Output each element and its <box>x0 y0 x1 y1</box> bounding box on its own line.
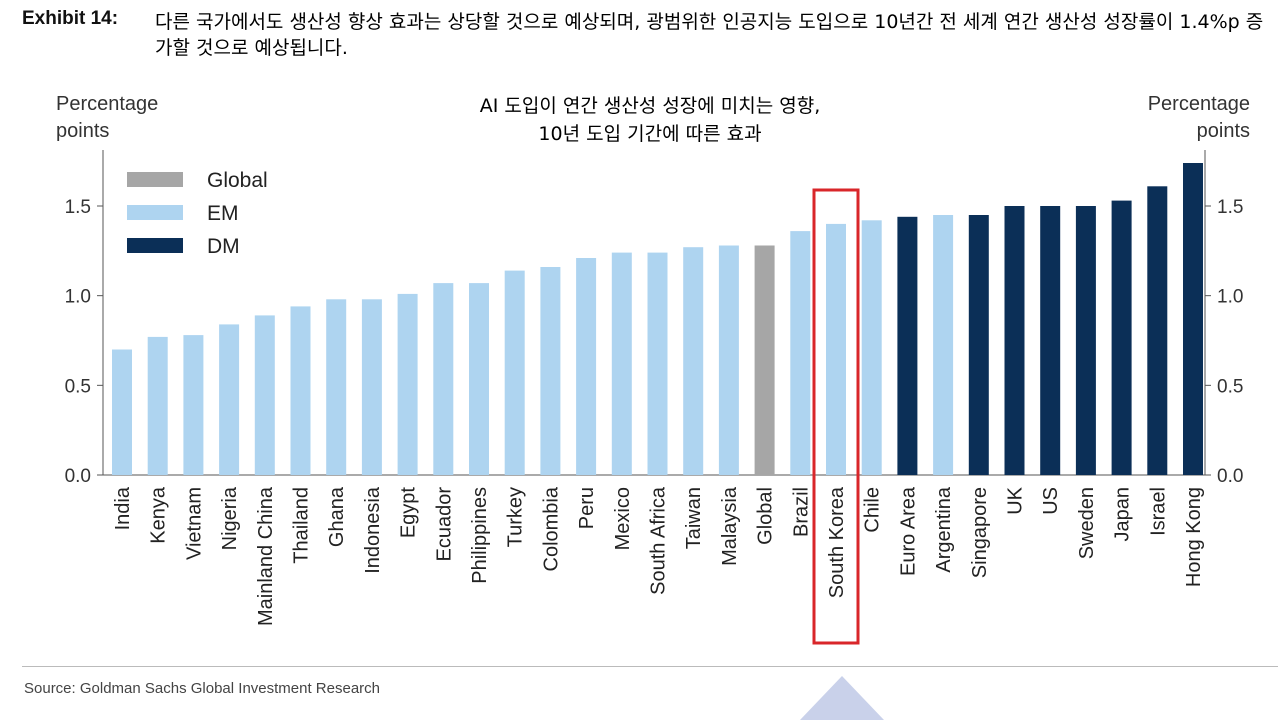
bar-south-korea <box>826 223 846 475</box>
x-tick-label: Ecuador <box>433 487 455 562</box>
x-tick-label: US <box>1040 487 1062 515</box>
legend-label-global: Global <box>207 169 268 192</box>
source-note: Source: Goldman Sachs Global Investment … <box>24 680 381 697</box>
y-axis-title-left: points <box>56 120 109 142</box>
x-tick-label: Argentina <box>933 486 955 572</box>
x-tick-label: Kenya <box>148 486 170 544</box>
bar-singapore <box>968 215 989 475</box>
bar-ghana <box>326 299 347 475</box>
chart-title: AI 도입이 연간 생산성 성장에 미치는 영향, <box>480 95 821 117</box>
x-tick-label: Ghana <box>326 486 348 547</box>
x-tick-label: Thailand <box>291 487 313 564</box>
bar-colombia <box>540 267 561 475</box>
x-tick-label: Colombia <box>540 486 562 571</box>
x-tick-label: Chile <box>862 487 884 533</box>
bar-nigeria <box>219 324 240 475</box>
y-tick-label-right: 1.0 <box>1217 287 1243 308</box>
bar-india <box>112 349 132 475</box>
x-tick-label: Peru <box>576 487 598 529</box>
bar-hong-kong <box>1183 163 1203 475</box>
headline: 다른 국가에서도 생산성 향상 효과는 상당할 것으로 예상되며, 광범위한 인… <box>155 11 1264 59</box>
x-tick-label: Malaysia <box>719 486 741 566</box>
legend-label-em: EM <box>207 202 239 225</box>
bar-argentina <box>933 215 954 475</box>
x-tick-label: Japan <box>1112 487 1134 542</box>
x-tick-label: South Korea <box>826 486 848 598</box>
bar-ecuador <box>433 283 454 475</box>
bar-turkey <box>504 270 525 475</box>
chart-title: 10년 도입 기간에 따른 효과 <box>538 123 761 145</box>
exhibit-label: Exhibit 14: <box>22 8 119 29</box>
x-tick-label: Mainland China <box>255 486 277 626</box>
bar-chile <box>861 220 882 475</box>
x-tick-label: UK <box>1005 486 1027 514</box>
bar-mainland-china <box>254 315 275 475</box>
bar-philippines <box>469 283 489 475</box>
bar-peru <box>576 258 597 475</box>
x-tick-label: Nigeria <box>219 486 241 550</box>
bar-vietnam <box>183 335 204 475</box>
bar-brazil <box>790 231 811 475</box>
x-tick-label: Vietnam <box>183 487 205 560</box>
bar-malaysia <box>718 245 739 475</box>
legend-swatch-em <box>127 205 183 220</box>
y-tick-label-right: 0.0 <box>1217 466 1243 487</box>
bar-sweden <box>1075 206 1096 475</box>
x-tick-label: Sweden <box>1076 487 1098 559</box>
x-tick-label: Egypt <box>398 487 420 539</box>
x-tick-label: Philippines <box>469 487 491 584</box>
bar-south-africa <box>647 252 668 475</box>
y-tick-label-left: 1.0 <box>65 287 91 308</box>
bar-japan <box>1111 200 1132 475</box>
x-tick-label: Brazil <box>790 487 812 537</box>
bar-mexico <box>611 252 632 475</box>
x-tick-label: Singapore <box>969 487 991 578</box>
legend-label-dm: DM <box>207 235 240 258</box>
y-tick-label-left: 0.5 <box>65 376 91 397</box>
x-tick-label: Mexico <box>612 487 634 550</box>
y-tick-label-left: 1.5 <box>65 197 91 218</box>
x-tick-label: Turkey <box>505 487 527 547</box>
bar-thailand <box>290 306 311 475</box>
bar-egypt <box>397 293 418 475</box>
x-tick-label: India <box>112 486 134 530</box>
bar-kenya <box>147 336 168 475</box>
y-axis-title-right: Percentage <box>1148 93 1250 115</box>
bar-chart: 0.0 0.0 0.5 0.5 1.0 1.0 1.5 1.5 Percentage points… <box>56 93 1250 645</box>
x-tick-label: Israel <box>1147 487 1169 536</box>
y-tick-label-left: 0.0 <box>65 466 91 487</box>
bar-global <box>754 245 775 475</box>
x-tick-label: Euro Area <box>897 486 919 576</box>
legend-swatch-dm <box>127 238 183 253</box>
decorative-triangle <box>800 676 884 720</box>
bar-euro-area <box>897 216 918 476</box>
footer-divider <box>22 666 1278 667</box>
bar-israel <box>1147 186 1168 476</box>
bar-taiwan <box>683 247 704 475</box>
x-tick-label: Indonesia <box>362 486 384 574</box>
y-tick-label-right: 1.5 <box>1217 197 1243 218</box>
x-tick-label: South Africa <box>648 486 670 595</box>
x-tick-label: Global <box>755 487 777 545</box>
y-tick-label-right: 0.5 <box>1217 376 1243 397</box>
legend-swatch-global <box>127 172 183 187</box>
bar-uk <box>1004 206 1025 475</box>
x-tick-label: Hong Kong <box>1183 487 1205 587</box>
bar-us <box>1040 206 1061 475</box>
y-axis-title-left: Percentage <box>56 93 158 115</box>
highlight-box-south-korea <box>812 188 860 645</box>
x-tick-label: Taiwan <box>683 487 705 549</box>
y-axis-title-right: points <box>1197 120 1250 142</box>
bar-indonesia <box>361 299 382 475</box>
